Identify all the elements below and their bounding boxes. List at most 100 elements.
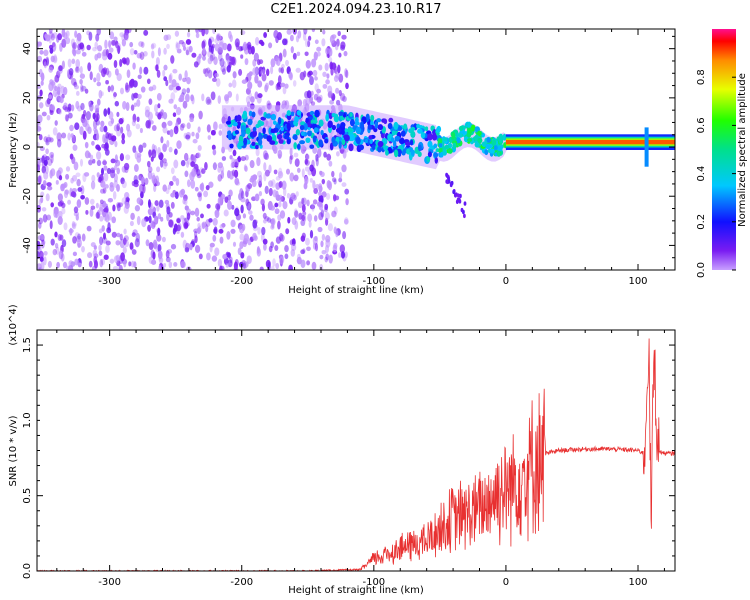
noise-mark <box>92 158 96 164</box>
noise-mark <box>311 261 317 270</box>
noise-mark <box>75 90 80 96</box>
snr-y-axis-label: SNR (10 * v/v) <box>8 415 19 486</box>
signal-mark <box>355 116 359 124</box>
noise-mark <box>160 136 164 144</box>
signal-mark <box>393 121 399 130</box>
noise-mark <box>86 225 92 232</box>
noise-mark <box>37 125 42 132</box>
noise-mark <box>56 108 61 114</box>
noise-mark <box>60 253 65 262</box>
noise-mark <box>89 208 94 217</box>
signal-mark <box>417 144 422 152</box>
noise-mark <box>163 64 168 71</box>
signal-mark <box>377 140 384 148</box>
noise-mark <box>155 175 160 185</box>
noise-mark <box>227 200 232 210</box>
noise-mark <box>322 71 327 77</box>
noise-mark <box>88 260 93 268</box>
noise-mark <box>309 75 314 86</box>
noise-mark <box>328 56 333 63</box>
noise-mark <box>228 189 233 197</box>
signal-mark <box>371 144 376 151</box>
y-tick-label: 0.0 <box>22 563 33 579</box>
signal-mark <box>391 130 396 136</box>
noise-mark <box>100 258 106 266</box>
noise-mark <box>249 160 255 169</box>
noise-mark <box>171 79 177 88</box>
noise-mark <box>188 45 193 53</box>
noise-mark <box>270 265 275 270</box>
noise-mark <box>282 86 287 95</box>
noise-mark <box>79 78 83 85</box>
noise-mark <box>185 46 191 56</box>
signal-tail-mark <box>463 213 466 219</box>
noise-mark <box>310 101 316 106</box>
noise-mark <box>66 106 72 113</box>
noise-mark <box>70 177 74 184</box>
noise-mark <box>332 244 338 253</box>
noise-mark <box>309 164 314 172</box>
noise-mark <box>109 31 115 40</box>
noise-mark <box>217 196 223 206</box>
noise-mark <box>221 68 227 75</box>
noise-mark <box>225 52 230 61</box>
noise-mark <box>329 99 335 105</box>
noise-mark <box>207 69 213 79</box>
noise-mark <box>297 30 302 39</box>
signal-mark <box>409 139 414 146</box>
noise-mark <box>77 43 82 51</box>
noise-mark <box>142 142 147 148</box>
noise-mark <box>238 68 243 76</box>
noise-mark <box>261 203 265 212</box>
signal-mark <box>393 149 399 158</box>
noise-mark <box>197 191 203 196</box>
noise-mark <box>335 72 341 79</box>
noise-mark <box>208 218 213 223</box>
signal-mark <box>341 139 346 146</box>
noise-mark <box>125 101 130 112</box>
noise-mark <box>182 198 186 205</box>
signal-mark <box>348 143 354 152</box>
signal-mark <box>383 118 388 125</box>
noise-mark <box>206 252 211 261</box>
noise-mark <box>214 43 220 52</box>
signal-mark <box>300 131 305 137</box>
noise-mark <box>41 207 47 212</box>
noise-mark <box>40 80 44 86</box>
signal-mark <box>251 141 256 147</box>
signal-mark <box>420 131 426 139</box>
noise-mark <box>174 148 178 155</box>
noise-mark <box>234 38 240 48</box>
signal-tail-mark <box>449 182 453 188</box>
noise-mark <box>215 77 221 87</box>
noise-mark <box>208 181 214 188</box>
noise-mark <box>254 74 259 84</box>
noise-mark <box>129 79 134 87</box>
noise-mark <box>75 235 82 243</box>
noise-mark <box>331 210 337 218</box>
noise-mark <box>256 247 261 257</box>
noise-mark <box>165 79 169 87</box>
noise-mark <box>258 174 263 183</box>
noise-mark <box>61 38 67 48</box>
noise-mark <box>95 202 99 209</box>
noise-mark <box>73 206 79 214</box>
noise-mark <box>314 83 319 92</box>
noise-mark <box>102 187 107 194</box>
noise-mark <box>264 185 269 195</box>
noise-mark <box>137 74 142 80</box>
noise-mark <box>174 191 179 200</box>
noise-mark <box>311 58 317 68</box>
noise-mark <box>333 227 338 235</box>
noise-mark <box>116 123 121 132</box>
snr-frame <box>36 329 676 572</box>
noise-mark <box>113 255 120 264</box>
noise-mark <box>259 266 264 270</box>
noise-mark <box>257 93 263 99</box>
noise-mark <box>295 191 299 197</box>
noise-mark <box>156 233 162 242</box>
noise-mark <box>289 147 293 156</box>
noise-mark <box>191 154 196 161</box>
noise-mark <box>209 242 215 248</box>
